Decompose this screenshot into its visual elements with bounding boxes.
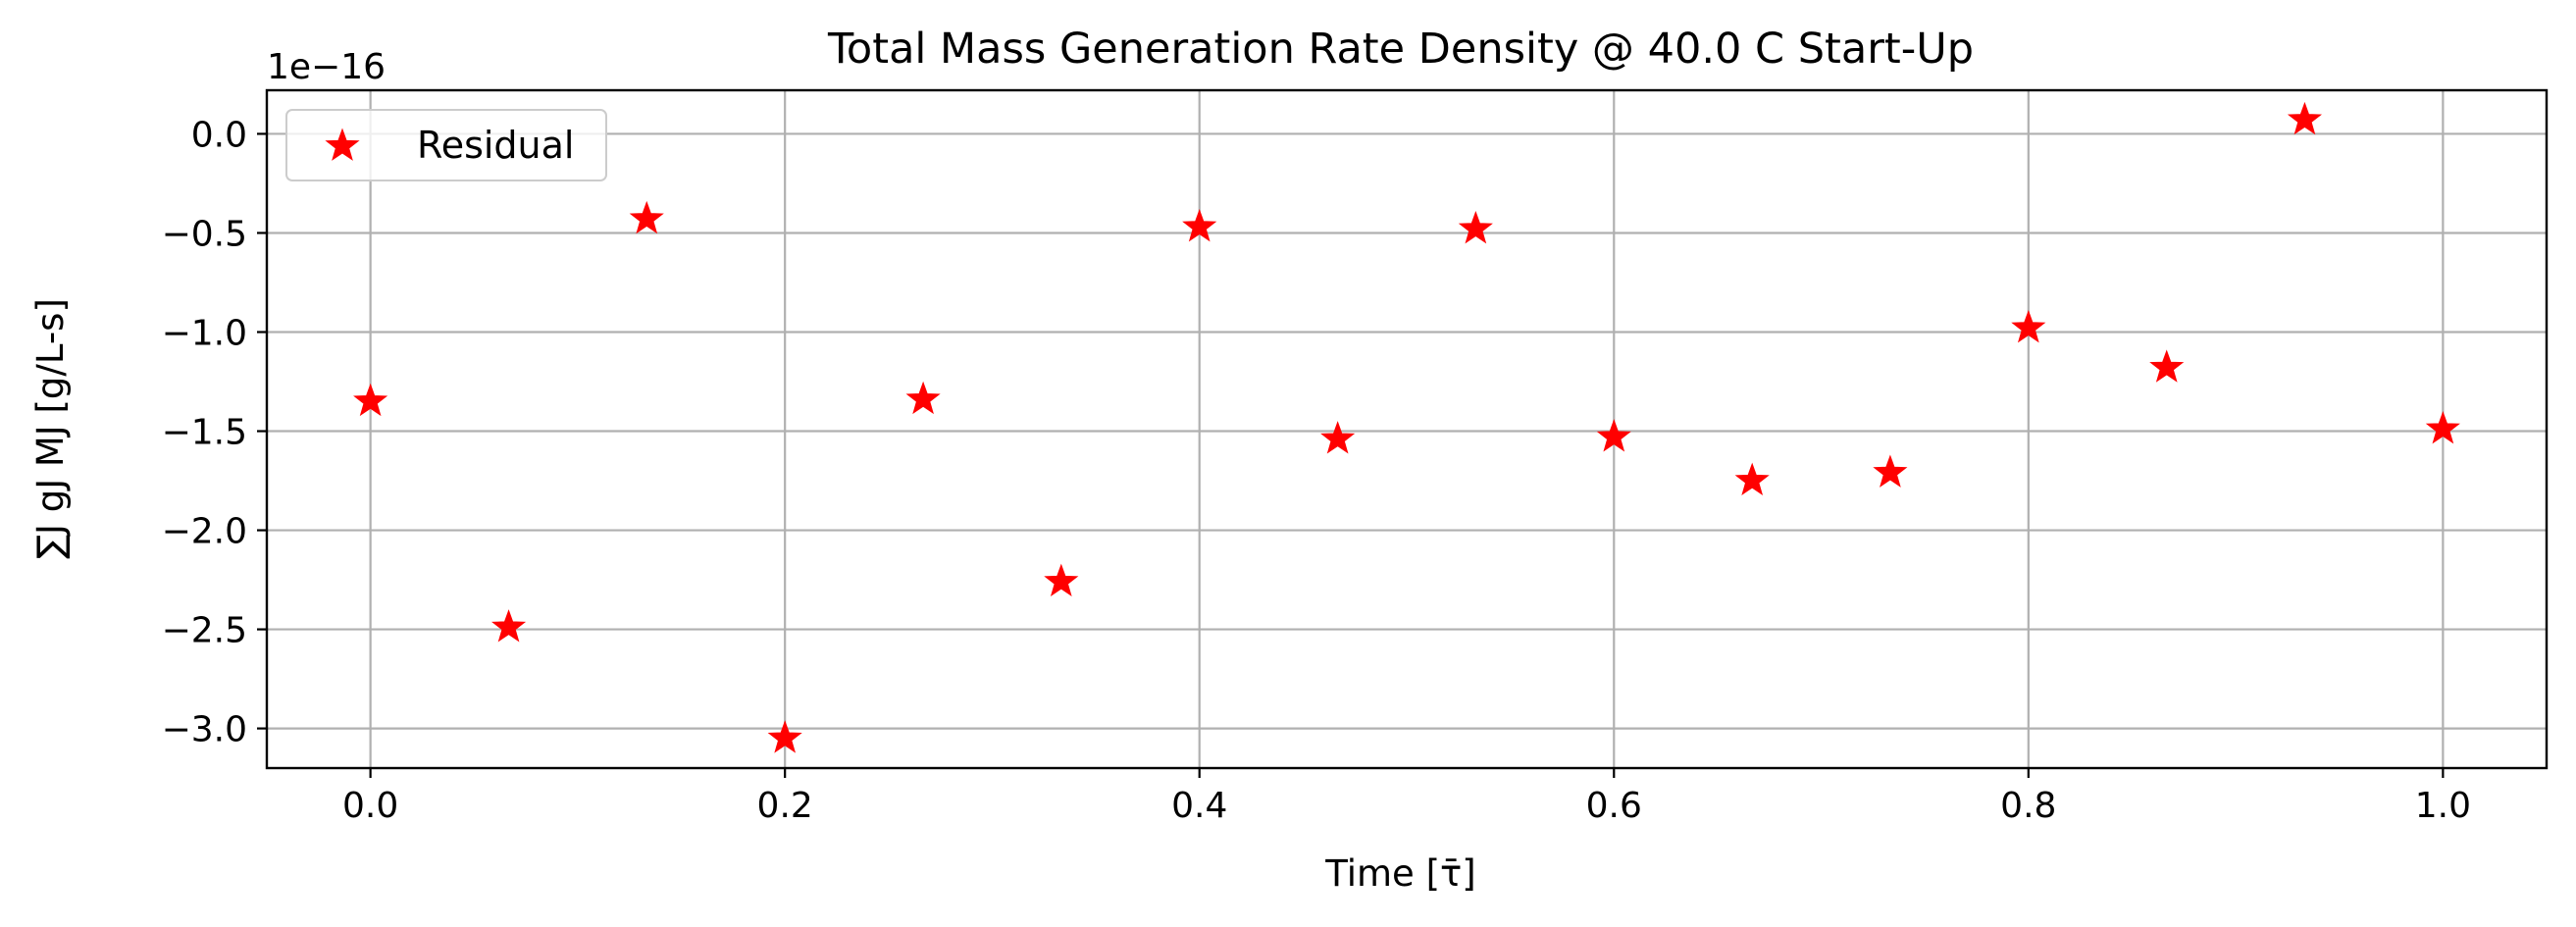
y-tick-label: −0.5 [162, 214, 247, 254]
data-points [353, 101, 2460, 753]
y-tick-label: 0.0 [191, 115, 247, 155]
y-axis-label: ∑J gJ MJ [g/L-s] [29, 298, 72, 559]
data-point [490, 609, 527, 643]
data-point [1458, 210, 1493, 244]
legend-label-residual: Residual [417, 124, 574, 167]
data-point [905, 381, 941, 415]
y-tick-label: −1.5 [162, 413, 247, 453]
x-tick-label: 0.8 [2000, 786, 2056, 826]
x-tick-label: 0.0 [342, 786, 398, 826]
data-point [1873, 454, 1908, 488]
legend-box [285, 109, 607, 181]
data-point [2011, 309, 2046, 343]
chart-title: Total Mass Generation Rate Density @ 40.… [827, 25, 1974, 74]
y-tick-label: −2.5 [162, 611, 247, 651]
data-point [2425, 411, 2460, 444]
data-point [2149, 349, 2185, 383]
ticks: 0.0 0.2 0.4 0.6 0.8 1.0 0.0 −0.5 −1.0 −1.5 −2.0 −2.… [162, 115, 2471, 826]
grid [267, 90, 2547, 768]
data-point [767, 720, 802, 753]
data-point [2287, 101, 2323, 135]
data-point [629, 200, 664, 234]
plot-frame [265, 88, 2549, 770]
legend-marker-residual [325, 128, 360, 161]
axes [265, 88, 2549, 770]
y-tick-label: −3.0 [162, 710, 247, 750]
data-point [1182, 208, 1217, 242]
y-tick-label: −2.0 [162, 512, 247, 552]
x-axis-label: Time [τ̄] [1324, 852, 1475, 895]
y-axis-scale-label: 1e−16 [267, 47, 386, 87]
x-tick-label: 1.0 [2415, 786, 2471, 826]
data-point [1320, 421, 1356, 454]
data-point [1734, 462, 1770, 495]
data-point [353, 383, 388, 417]
x-tick-label: 0.2 [757, 786, 813, 826]
x-tick-label: 0.4 [1171, 786, 1227, 826]
data-point [1596, 419, 1631, 452]
y-tick-label: −1.0 [162, 313, 247, 353]
x-tick-label: 0.6 [1586, 786, 1642, 826]
data-point [1044, 563, 1079, 597]
legend: Residual [285, 109, 607, 181]
